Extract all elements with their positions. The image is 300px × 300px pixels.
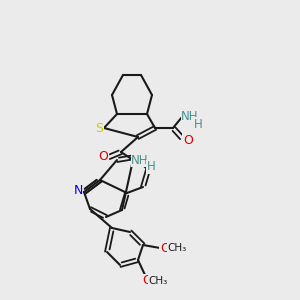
Text: O: O xyxy=(98,149,108,163)
Text: CH₃: CH₃ xyxy=(167,243,187,253)
Text: N: N xyxy=(73,184,83,197)
Text: NH: NH xyxy=(131,154,149,166)
Text: NH: NH xyxy=(181,110,199,122)
Text: O: O xyxy=(142,274,152,287)
Text: CH₃: CH₃ xyxy=(148,276,168,286)
Text: H: H xyxy=(147,160,155,173)
Text: H: H xyxy=(194,118,202,130)
Text: S: S xyxy=(95,122,103,134)
Text: O: O xyxy=(183,134,193,146)
Text: O: O xyxy=(160,242,170,254)
